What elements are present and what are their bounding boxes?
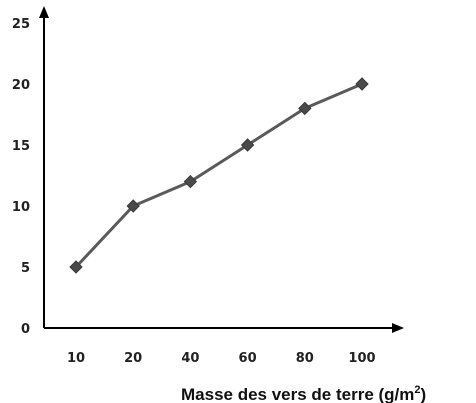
series-line-group xyxy=(74,82,363,269)
data-point-marker xyxy=(240,138,255,152)
data-point-marker xyxy=(298,101,312,116)
x-tick-label: 60 xyxy=(239,351,257,366)
series-markers-group xyxy=(69,77,369,274)
series-line xyxy=(74,82,363,269)
x-tick-label: 20 xyxy=(124,351,142,366)
data-point-marker xyxy=(355,77,369,91)
y-tick-label: 10 xyxy=(12,200,30,215)
x-axis-arrowhead xyxy=(392,323,404,333)
data-point-marker xyxy=(183,174,198,189)
y-tick-label: 15 xyxy=(12,139,30,154)
y-tick-label: 25 xyxy=(12,17,30,32)
y-axis-arrowhead xyxy=(39,6,49,18)
y-tick-label: 0 xyxy=(21,322,30,337)
x-tick-label: 100 xyxy=(348,351,375,366)
x-axis-title: Masse des vers de terre (g/m2) xyxy=(181,384,426,403)
x-tick-label: 40 xyxy=(181,351,199,366)
y-tick-label: 5 xyxy=(21,261,30,276)
x-tick-labels: 10 20 40 60 80 100 xyxy=(67,351,376,366)
x-tick-label: 10 xyxy=(67,351,85,366)
y-tick-labels: 0 5 10 15 20 25 xyxy=(12,17,30,337)
x-tick-label: 80 xyxy=(296,351,314,366)
y-tick-label: 20 xyxy=(12,78,30,93)
data-point-marker xyxy=(69,260,83,274)
data-point-marker xyxy=(126,199,140,213)
